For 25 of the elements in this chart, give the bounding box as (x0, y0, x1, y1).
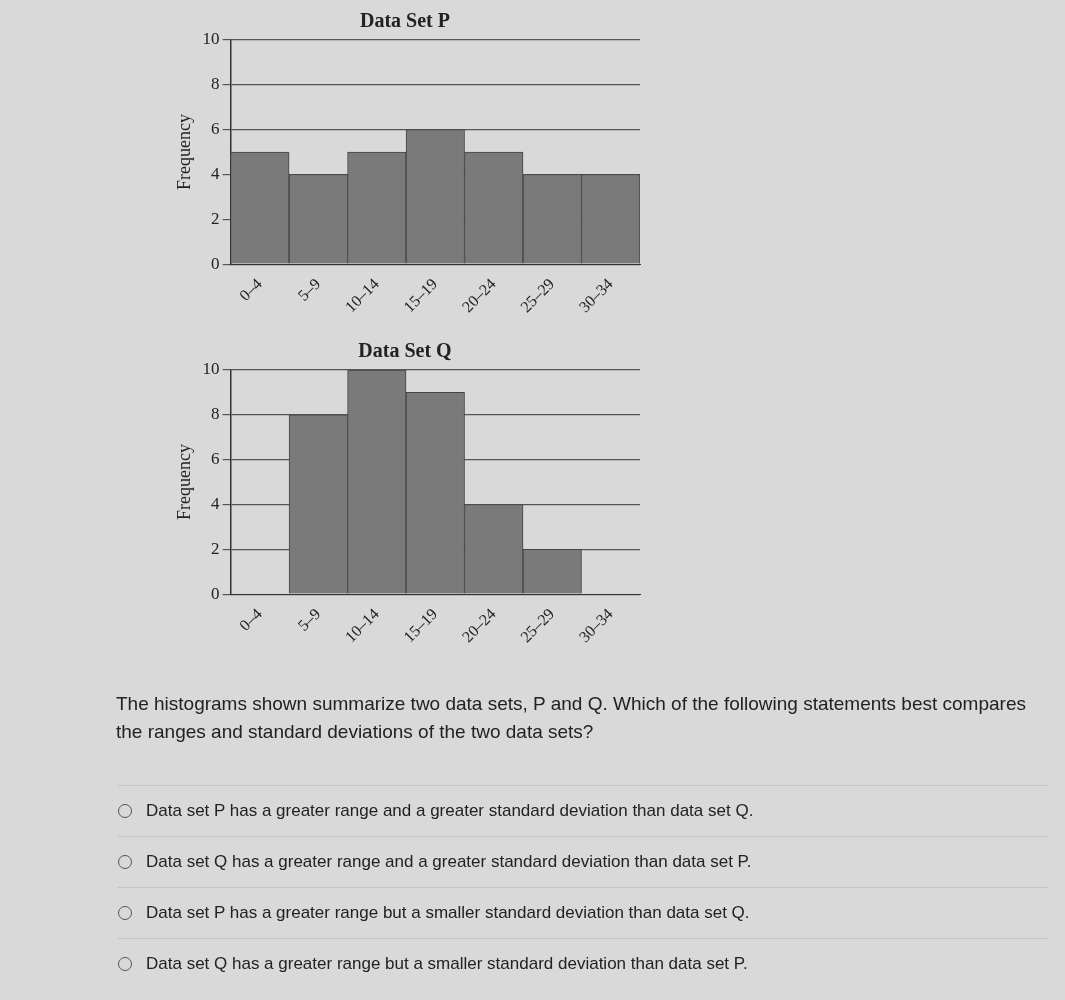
y-tick-label: 0 (211, 253, 220, 273)
y-tick-label: 6 (211, 449, 220, 469)
text: Data set P has a greater range and a greater standard deviation than data set Q. (146, 801, 754, 822)
y-tick-label: 6 (211, 119, 220, 139)
x-tick-label: 0–4 (235, 605, 265, 634)
text: Data set P has a greater range but a smaller standard deviation than data set Q. (146, 903, 750, 924)
chart-title: Data Set Q (358, 339, 452, 362)
y-tick-label: 10 (202, 359, 220, 379)
text: Data set Q has a greater range but a smaller standard deviation than data set P. (146, 954, 748, 975)
y-tick-label: 0 (211, 583, 220, 603)
y-tick-label: 8 (211, 74, 220, 94)
y-tick-label: 4 (211, 493, 221, 513)
x-tick-label: 0–4 (235, 275, 265, 304)
y-tick-label: 2 (211, 208, 220, 228)
text: The histograms shown summarize two data sets, P and Q. Which of the following statements best compares the ranges and standard deviations of the two data sets? (116, 692, 1027, 744)
y-tick-label: 10 (202, 29, 220, 49)
y-tick-label: 8 (211, 404, 220, 424)
text: Data set Q has a greater range and a greater standard deviation than data set P. (146, 852, 752, 873)
chart-title: Data Set P (360, 9, 450, 32)
x-tick-label: 5–9 (294, 275, 324, 304)
y-axis-title: Frequency (173, 444, 194, 521)
y-tick-label: 2 (211, 538, 220, 558)
y-tick-label: 4 (211, 163, 221, 183)
y-axis-title: Frequency (173, 114, 194, 191)
x-tick-label: 5–9 (294, 605, 324, 634)
